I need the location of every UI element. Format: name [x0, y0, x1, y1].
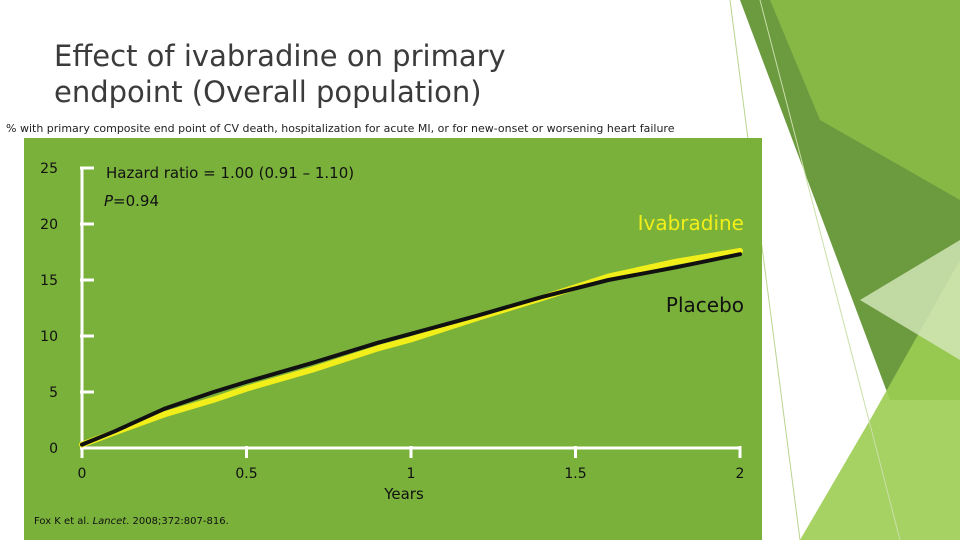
x-tick-label-1: 1: [407, 466, 416, 482]
deco-line: [729, 0, 801, 540]
series-line-placebo: [80, 252, 742, 447]
y-tick-label-15: 15: [40, 273, 58, 289]
citation-authors: Fox K et al.: [34, 516, 93, 527]
chart-panel: 0 5 10 15 20 25 0 0.5 1 1.5 2 Hazard ratio = 1.00 …: [24, 138, 762, 540]
p-label: P: [104, 192, 114, 210]
x-tick-label-2: 2: [736, 466, 745, 482]
series-layer: [79, 247, 743, 448]
y-tick-label-25: 25: [40, 161, 58, 177]
hazard-ratio-annotation: Hazard ratio = 1.00 (0.91 – 1.10): [106, 164, 354, 182]
x-axis-label: Years: [383, 485, 424, 503]
legend-ivabradine: Ivabradine: [638, 211, 744, 235]
chart-axes: 0 5 10 15 20 25 0 0.5 1 1.5 2: [40, 161, 744, 482]
x-tick-label-1.5: 1.5: [564, 466, 586, 482]
slide-title: Effect of ivabradine on primary endpoint…: [54, 38, 506, 110]
km-chart: 0 5 10 15 20 25 0 0.5 1 1.5 2 Hazard ratio = 1.00 …: [40, 161, 744, 503]
p-value: =0.94: [113, 192, 159, 210]
y-tick-label-10: 10: [40, 329, 58, 345]
deco-shape-fade: [860, 240, 960, 360]
deco-shape-light: [770, 0, 960, 200]
y-tick-label-0: 0: [49, 441, 58, 457]
x-tick-label-0: 0: [78, 466, 87, 482]
deco-line-2: [759, 0, 901, 540]
p-value-annotation: P=0.94: [104, 192, 159, 210]
chart-subtitle: % with primary composite end point of CV…: [6, 122, 675, 135]
title-line-2: endpoint (Overall population): [54, 75, 482, 109]
title-line-1: Effect of ivabradine on primary: [54, 39, 506, 73]
citation-journal: Lancet: [92, 516, 127, 527]
citation: Fox K et al. Lancet. 2008;372:807-816.: [34, 516, 229, 527]
deco-shape-bottom: [800, 260, 960, 540]
series-line-ivabradine: [79, 247, 743, 448]
y-tick-label-20: 20: [40, 217, 58, 233]
citation-details: . 2008;372:807-816.: [126, 516, 229, 527]
y-tick-label-5: 5: [49, 385, 58, 401]
legend-placebo: Placebo: [666, 293, 744, 317]
x-tick-label-0.5: 0.5: [235, 466, 257, 482]
